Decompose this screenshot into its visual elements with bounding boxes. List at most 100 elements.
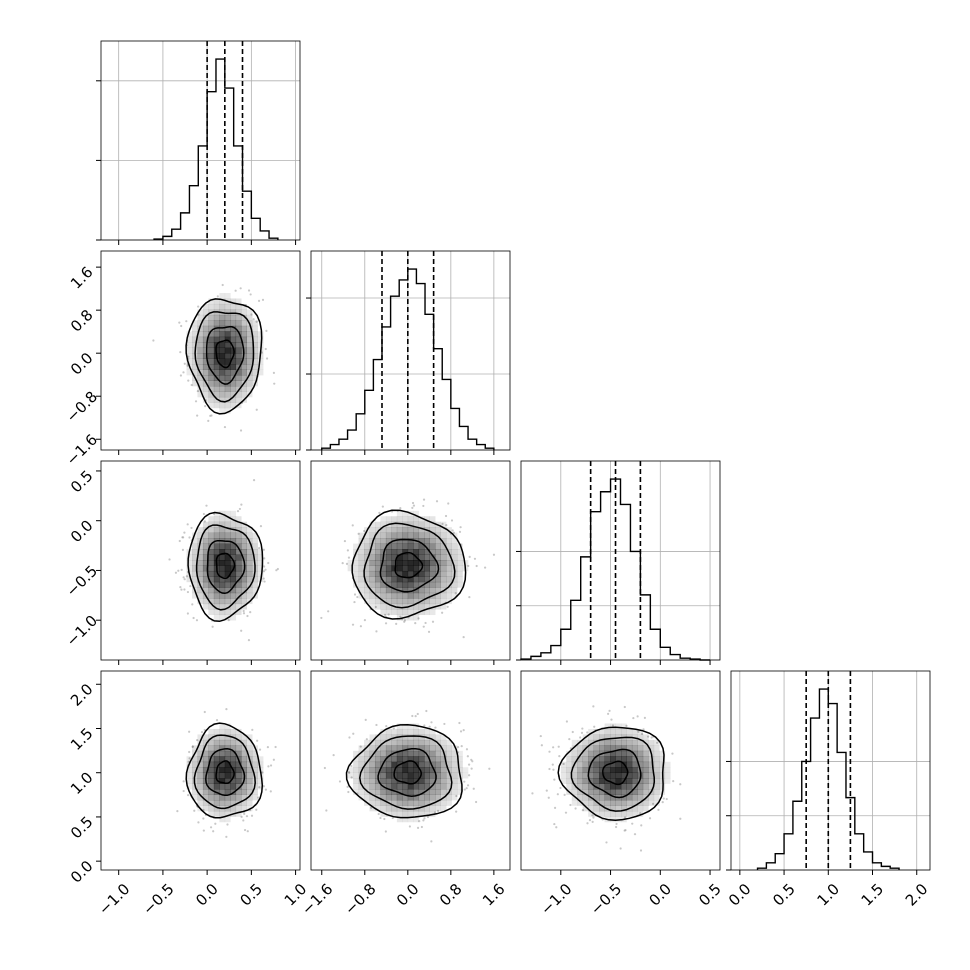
density-cell [407, 598, 414, 605]
scatter-point [263, 580, 266, 583]
density-cell [380, 532, 387, 539]
density-cell [235, 391, 242, 398]
density-cell [347, 565, 354, 572]
scatter-point [332, 754, 335, 757]
density-cell [202, 800, 209, 806]
density-cell [224, 516, 231, 522]
density-cell [213, 592, 220, 599]
scatter-point [212, 830, 215, 833]
density-cell [588, 739, 594, 746]
density-cell [208, 375, 215, 381]
density-cell [369, 560, 376, 566]
density-cell [637, 778, 644, 784]
density-cell [235, 549, 242, 555]
scatter-point [225, 835, 228, 838]
density-cell [451, 778, 458, 784]
density-cell [241, 576, 248, 583]
density-cell [429, 739, 436, 746]
scatter-point [488, 767, 491, 770]
density-cell [418, 745, 425, 752]
density-cell [230, 364, 237, 370]
density-cell [407, 778, 414, 784]
density-cell [213, 614, 220, 621]
density-cell [186, 336, 193, 343]
density-cell [257, 565, 264, 572]
scatter-point [209, 826, 213, 829]
density-cell [457, 778, 463, 784]
density-cell [219, 767, 226, 774]
density-cell [424, 745, 431, 752]
density-frame [100, 250, 301, 451]
density-cell [446, 592, 452, 599]
scatter-point [180, 568, 183, 571]
density-cell [424, 543, 431, 550]
scatter-point [227, 619, 230, 622]
density-cell [202, 347, 209, 354]
contour-line-1 [587, 748, 642, 799]
density-cell [435, 772, 441, 779]
density-cell [631, 789, 638, 795]
density-cell [407, 756, 414, 763]
density-cell [604, 756, 611, 763]
density-cell [224, 309, 231, 316]
density-cell [202, 331, 209, 338]
density-cell [241, 532, 248, 539]
density-cell [424, 598, 431, 605]
density-cell [407, 527, 414, 533]
density-cell [252, 750, 258, 757]
density-bg [101, 251, 300, 450]
density-cell [380, 603, 387, 610]
density-cell [191, 325, 198, 332]
density-cell [219, 603, 226, 610]
density-cell [358, 750, 365, 757]
density-cell [235, 521, 242, 528]
density-cell [582, 800, 589, 806]
density-cell [224, 609, 231, 616]
density-cell [446, 750, 452, 757]
scatter-point [363, 619, 367, 622]
density-cell [648, 783, 655, 790]
density-cell [571, 756, 578, 763]
density-cell [653, 800, 660, 806]
density-cell [230, 570, 237, 577]
density-cell [653, 772, 660, 779]
density-cell [224, 407, 231, 414]
density-cell [407, 761, 414, 768]
density-cell [407, 794, 414, 801]
density-cell [208, 347, 215, 354]
density-cell [391, 756, 398, 763]
density-cell [191, 336, 198, 343]
density-cell [610, 761, 616, 768]
scatter-point [370, 806, 373, 809]
y-tick-label-p1-3: 0.8 [67, 306, 97, 336]
density-cell [440, 576, 447, 583]
scatter-point [418, 820, 421, 823]
density-cell [241, 767, 248, 774]
density-cell [610, 789, 616, 795]
density-cell [235, 532, 242, 539]
density-cell [413, 728, 420, 735]
scatter-point [426, 815, 430, 819]
density-cell [374, 554, 381, 561]
density-cell [369, 734, 376, 741]
density-cell [413, 532, 420, 539]
density-cell [369, 745, 376, 752]
density-cell [631, 805, 638, 812]
density-cell [235, 603, 242, 610]
density-cell [224, 592, 231, 599]
density-cell [626, 778, 633, 784]
density-cell [197, 358, 204, 365]
density-cell [235, 587, 242, 594]
density-cell [374, 570, 381, 577]
density-cell [402, 560, 409, 566]
density-cell [246, 364, 253, 370]
density-cell [451, 761, 458, 768]
density-cell [446, 778, 452, 784]
density-cell [241, 314, 248, 321]
density-cell [588, 805, 594, 812]
density-cell [202, 543, 209, 550]
density-cell [224, 396, 231, 403]
density-cell [610, 734, 616, 741]
density-cell [374, 750, 381, 757]
density-cell [241, 369, 248, 376]
